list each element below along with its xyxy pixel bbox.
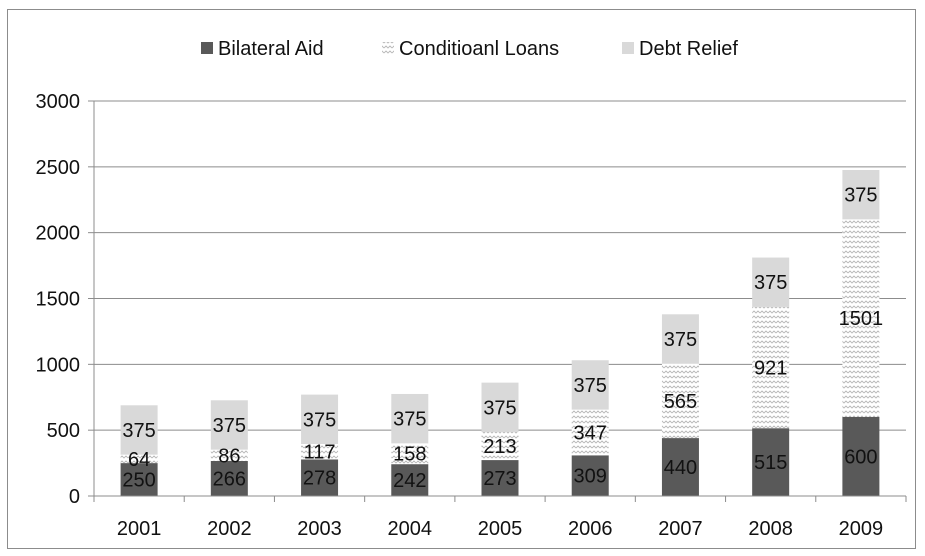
x-tick-label: 2007	[658, 518, 703, 540]
bar-segment	[481, 432, 519, 461]
legend-swatch	[622, 42, 634, 54]
legend-label: Conditioanl Loans	[399, 38, 559, 60]
data-label: 273	[483, 468, 516, 490]
bar-segment	[842, 417, 880, 496]
data-label: 565	[664, 391, 697, 413]
data-label: 515	[754, 452, 787, 474]
x-tick-label: 2009	[839, 518, 884, 540]
data-label: 375	[122, 420, 155, 442]
bar-segment	[391, 393, 429, 444]
bar-segment	[391, 464, 429, 496]
data-label: 266	[213, 468, 246, 490]
bar-segment	[571, 409, 609, 456]
bar-segment	[120, 463, 158, 496]
data-label: 375	[844, 185, 877, 207]
bar-segment	[391, 443, 429, 465]
data-label: 375	[664, 329, 697, 351]
x-tick-label: 2004	[388, 518, 433, 540]
bar-segment	[571, 360, 609, 410]
x-tick-label: 2008	[748, 518, 793, 540]
x-tick-label: 2006	[568, 518, 613, 540]
bar-segment	[842, 219, 880, 417]
y-tick-label: 3000	[36, 91, 81, 113]
legend-label: Bilateral Aid	[218, 38, 324, 60]
bar-segment	[210, 449, 248, 461]
x-tick-label: 2003	[297, 518, 342, 540]
bar-segment	[301, 443, 339, 460]
y-tick-label: 2500	[36, 157, 81, 179]
data-label: 375	[303, 409, 336, 431]
y-tick-label: 1500	[36, 289, 81, 311]
data-label: 117	[304, 442, 336, 464]
data-label: 158	[393, 444, 426, 466]
bar-segment	[752, 257, 790, 307]
x-tick-label: 2005	[478, 518, 523, 540]
y-tick-label: 1000	[36, 354, 81, 376]
bars	[120, 169, 880, 496]
data-label: 86	[218, 445, 240, 467]
data-label: 213	[483, 436, 516, 458]
bar-segment	[210, 400, 248, 450]
data-label: 375	[574, 375, 607, 397]
bar-segment	[481, 460, 519, 496]
y-axis: 0 500 1000 1500 2000 2500 3000	[36, 91, 95, 508]
bar-segment	[842, 169, 880, 220]
data-label: 375	[483, 397, 516, 419]
bar-segment	[661, 438, 699, 496]
y-tick-label: 0	[69, 486, 80, 508]
legend-swatch	[382, 42, 394, 54]
data-label: 278	[303, 468, 336, 490]
data-label: 347	[574, 422, 607, 444]
data-label: 64	[128, 449, 150, 471]
x-tick-label: 2001	[117, 518, 162, 540]
data-label: 309	[574, 466, 607, 488]
bar-segment	[120, 405, 158, 455]
x-axis: 2001 2002 2003 2004 2005 2006 2007 2008 2009	[93, 495, 907, 540]
bar-segment	[661, 314, 699, 364]
bar-segment	[301, 459, 339, 496]
data-label: 375	[754, 272, 787, 294]
data-label: 440	[664, 457, 697, 479]
legend-swatch	[201, 42, 213, 54]
bar-segment	[210, 460, 248, 496]
bar-segment	[661, 363, 699, 439]
bar-segment	[571, 455, 609, 496]
y-tick-label: 2000	[36, 223, 81, 245]
data-label: 242	[393, 470, 426, 492]
data-label: 921	[754, 358, 787, 380]
data-label: 375	[393, 409, 426, 431]
bar-segment	[752, 428, 790, 496]
x-tick-label: 2002	[207, 518, 252, 540]
data-label: 250	[122, 470, 155, 492]
data-label: 600	[844, 447, 877, 469]
data-label: 1501	[839, 308, 884, 330]
legend-label: Debt Relief	[639, 38, 738, 60]
bar-segment	[481, 382, 519, 433]
bar-segment	[301, 394, 339, 444]
y-tick-label: 500	[47, 420, 80, 442]
bar-segment	[120, 454, 158, 464]
bar-segment	[752, 306, 790, 429]
legend: Bilateral Aid Conditioanl Loans Debt Relie…	[201, 38, 738, 60]
data-label: 375	[213, 415, 246, 437]
